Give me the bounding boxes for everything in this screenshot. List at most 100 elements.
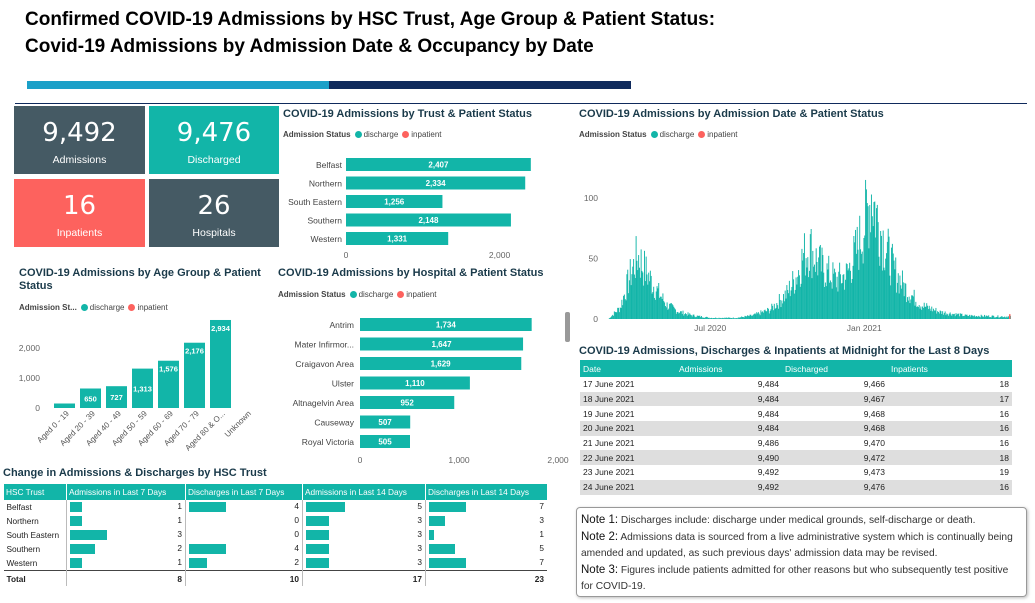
kpi-discharged[interactable]: 9,476 Discharged (149, 106, 279, 174)
date-bar (788, 293, 790, 319)
col-admissions[interactable]: Admissions (676, 360, 782, 377)
change-row[interactable]: Southern 2 4 3 5 (4, 542, 547, 556)
date-bar (768, 313, 770, 319)
change-row[interactable]: Western 1 2 3 7 (4, 556, 547, 571)
occupancy-row[interactable]: 19 June 2021 9,484 9,468 16 (580, 406, 1012, 421)
age-bar[interactable] (158, 360, 179, 408)
date-x-tick: Jan 2021 (847, 323, 882, 333)
age-bar[interactable] (80, 388, 101, 409)
age-value-label: 650 (84, 394, 97, 403)
date-bar (733, 318, 735, 319)
date-bar (711, 317, 712, 319)
occupancy-table-title: COVID-19 Admissions, Discharges & Inpati… (579, 345, 990, 357)
col-inpatients[interactable]: Inpatients (888, 360, 1012, 377)
date-bar (611, 315, 613, 319)
hospital-bar[interactable] (360, 357, 522, 370)
change-bar-cell: 1 (70, 514, 182, 528)
change-value: 1 (539, 529, 544, 539)
date-bar (861, 251, 863, 319)
col-adm-14[interactable]: Admissions in Last 14 Days (302, 484, 426, 500)
col-discharged[interactable]: Discharged (782, 360, 888, 377)
date-bar (647, 284, 649, 319)
hospital-bar[interactable] (360, 376, 470, 390)
age-bar[interactable] (210, 319, 231, 408)
kpi-hospitals[interactable]: 26 Hospitals (149, 179, 279, 247)
occupancy-row[interactable]: 24 June 2021 9,492 9,476 16 (580, 479, 1012, 495)
occupancy-row[interactable]: 20 June 2021 9,484 9,468 16 (580, 421, 1012, 436)
col-dis-7[interactable]: Discharges in Last 7 Days (185, 484, 303, 500)
occupancy-row[interactable]: 23 June 2021 9,492 9,473 19 (580, 465, 1012, 480)
date-bar (984, 314, 985, 319)
kpi-admissions[interactable]: 9,492 Admissions (14, 106, 145, 174)
trust-bar-chart[interactable]: Belfast 2,407 Northern 2,334 South Eastern 1,… (280, 150, 565, 265)
occupancy-cell: 22 June 2021 (580, 450, 676, 466)
change-table[interactable]: HSC Trust Admissions in Last 7 Days Disc… (3, 484, 547, 586)
date-bar (850, 282, 852, 319)
trust-bar[interactable] (346, 232, 449, 245)
occupancy-row[interactable]: 21 June 2021 9,486 9,470 16 (580, 436, 1012, 451)
change-row[interactable]: Belfast 1 4 5 7 (4, 500, 547, 514)
age-bar[interactable] (106, 386, 127, 408)
hospital-bar[interactable] (360, 396, 455, 409)
change-row[interactable]: Northern 1 0 3 3 (4, 514, 547, 528)
date-bar (797, 276, 799, 319)
occupancy-row[interactable]: 18 June 2021 9,484 9,467 17 (580, 391, 1012, 407)
occupancy-row[interactable]: 22 June 2021 9,490 9,472 18 (580, 450, 1012, 466)
age-bar[interactable] (132, 368, 153, 408)
date-bar (783, 301, 785, 319)
date-bar (910, 299, 912, 319)
date-bar (943, 314, 944, 319)
kpi-inpatients[interactable]: 16 Inpatients (14, 179, 145, 247)
trust-bar[interactable] (346, 176, 526, 190)
occupancy-table[interactable]: Date Admissions Discharged Inpatients 17… (580, 360, 1012, 495)
hospital-chart-scrollbar[interactable] (565, 312, 570, 342)
date-bar (753, 314, 755, 319)
date-bar (663, 301, 665, 319)
date-bar (705, 316, 707, 319)
col-adm-7[interactable]: Admissions in Last 7 Days (66, 484, 186, 500)
change-value: 3 (417, 543, 422, 553)
age-bar[interactable] (54, 403, 75, 409)
trust-chart-legend[interactable]: Admission Status discharge inpatient (283, 130, 442, 139)
date-bar (667, 309, 669, 319)
hospital-bar[interactable] (360, 435, 410, 448)
date-bar (878, 256, 880, 319)
occupancy-row[interactable]: 17 June 2021 9,484 9,466 18 (580, 377, 1012, 392)
date-bar (659, 296, 661, 319)
date-bar (633, 259, 635, 319)
inpatient-dot-icon (402, 131, 410, 138)
date-bar (848, 268, 850, 319)
date-bar (711, 318, 713, 319)
date-bar (759, 315, 761, 319)
trust-bar[interactable] (346, 158, 531, 171)
hospital-bar[interactable] (360, 318, 532, 331)
hospital-bar[interactable] (360, 337, 524, 351)
trust-bar[interactable] (346, 213, 511, 227)
hospital-bar[interactable] (360, 415, 411, 429)
col-hsc-trust[interactable]: HSC Trust (3, 484, 67, 500)
date-bar (632, 266, 634, 319)
date-bar (953, 313, 955, 319)
date-bar (853, 236, 855, 319)
kpi-hospitals-label: Hospitals (192, 227, 236, 239)
date-bar (742, 316, 743, 319)
col-dis-14[interactable]: Discharges in Last 14 Days (425, 484, 547, 500)
trust-bar[interactable] (346, 195, 443, 208)
accent-bar-navy (329, 81, 631, 89)
date-area-chart[interactable]: 0 50 100 Jul 2020 Jan 2021 (578, 150, 1018, 338)
discharge-dot-icon (80, 304, 88, 311)
date-bar (704, 317, 706, 319)
age-chart-legend[interactable]: Admission St... discharge inpatient (19, 303, 168, 312)
hospital-chart-legend[interactable]: Admission Status discharge inpatient (278, 290, 437, 299)
date-chart-legend[interactable]: Admission Status discharge inpatient (579, 130, 738, 139)
age-bar[interactable] (184, 342, 205, 408)
date-bar (829, 282, 831, 319)
col-date[interactable]: Date (580, 360, 676, 377)
change-row[interactable]: South Eastern 3 0 3 1 (4, 528, 547, 542)
hospital-bar-chart[interactable]: Antrim 1,734 Mater Infirmor... 1,647 Craigav… (275, 310, 570, 470)
date-bar (951, 315, 953, 319)
date-bar (682, 310, 684, 319)
date-bar (950, 314, 952, 319)
occupancy-cell: 9,473 (863, 467, 885, 478)
